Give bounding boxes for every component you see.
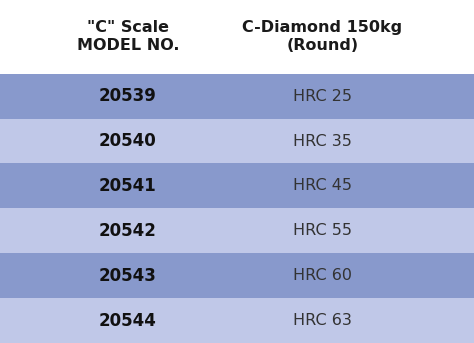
- Text: HRC 25: HRC 25: [293, 89, 352, 104]
- Text: HRC 35: HRC 35: [293, 133, 352, 149]
- Bar: [0, 164, 474, 208]
- Text: HRC 45: HRC 45: [293, 178, 352, 193]
- Bar: [0, 208, 474, 253]
- Text: 20540: 20540: [99, 132, 157, 150]
- Text: HRC 55: HRC 55: [293, 223, 352, 238]
- Text: HRC 60: HRC 60: [293, 268, 352, 283]
- Bar: [0, 119, 474, 164]
- Text: 20541: 20541: [99, 177, 157, 195]
- Text: 20544: 20544: [99, 311, 157, 330]
- Text: HRC 63: HRC 63: [293, 313, 352, 328]
- Bar: [0, 74, 474, 119]
- Text: 20542: 20542: [99, 222, 157, 240]
- Bar: [0, 298, 474, 343]
- Bar: [0, 253, 474, 298]
- Text: 20543: 20543: [99, 267, 157, 285]
- Text: 20539: 20539: [99, 87, 157, 105]
- Text: "C" Scale
MODEL NO.: "C" Scale MODEL NO.: [77, 20, 179, 54]
- Text: C-Diamond 150kg
(Round): C-Diamond 150kg (Round): [242, 20, 402, 54]
